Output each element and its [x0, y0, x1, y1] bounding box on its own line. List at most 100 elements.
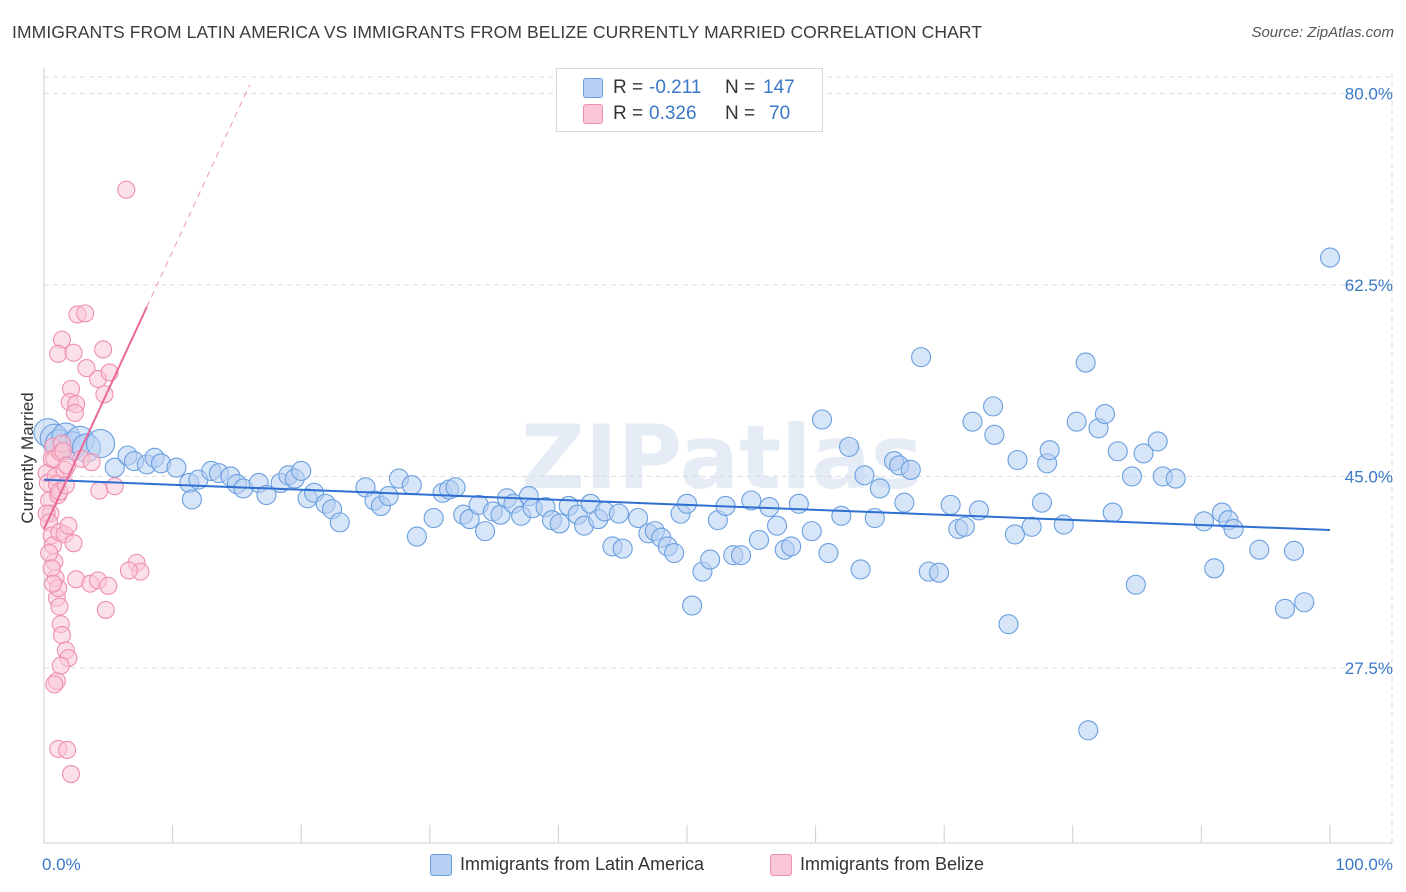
belize-point-63 [119, 561, 138, 580]
n-value: 147 [763, 77, 795, 98]
chart-title: IMMIGRANTS FROM LATIN AMERICA VS IMMIGRA… [12, 22, 983, 42]
latin-america-point-68 [628, 507, 649, 529]
belize-point-25 [50, 597, 69, 616]
latin-america-point-16 [181, 489, 202, 510]
latin-america-point-88 [781, 536, 802, 557]
latin-america-point-101 [894, 492, 915, 513]
r-value: -0.211 [649, 77, 702, 98]
watermark: ZIPatlas [521, 406, 923, 509]
n-label: N = [725, 103, 756, 124]
belize-point-68 [96, 600, 115, 619]
y-tick-label-0: 27.5% [1345, 659, 1393, 678]
latin-america-point-86 [766, 515, 788, 536]
latin-america-point-143 [1319, 247, 1341, 268]
belize-point-69 [117, 180, 136, 199]
latin-america-point-96 [854, 465, 875, 486]
stats-legend: R = -0.211 N = 147 R = 0.326 N = 70 [556, 68, 823, 132]
latin-america-point-129 [1125, 574, 1146, 595]
legend-label: Immigrants from Belize [800, 854, 985, 874]
belize-point-42 [64, 534, 83, 553]
latin-america-point-106 [940, 494, 961, 515]
latin-america-point-112 [984, 424, 1005, 445]
series-legend: Immigrants from Latin America Immigrants… [0, 850, 1406, 880]
latin-america-point-134 [1193, 511, 1215, 532]
r-value: 0.326 [649, 103, 697, 124]
belize-point-50 [94, 340, 113, 359]
latin-america-point-115 [1007, 449, 1028, 471]
belize-point-15 [56, 476, 75, 495]
belize-point-27 [40, 543, 59, 563]
trend-line-latin-america [43, 478, 1331, 532]
latin-america-point-127 [1107, 441, 1128, 462]
latin-america-point-122 [1075, 352, 1096, 373]
latin-america-point-141 [1283, 540, 1305, 561]
latin-america-point-105 [929, 562, 950, 583]
latin-america-point-92 [818, 542, 839, 564]
series-latin-america [33, 247, 1341, 741]
latin-america-point-130 [1133, 443, 1154, 464]
latin-america-point-135 [1204, 558, 1225, 579]
latin-america-point-33 [329, 512, 350, 533]
x-tick-label-1: 100.0% [1335, 855, 1393, 874]
trend-line-belize-extension [146, 84, 251, 308]
latin-america-point-126 [1102, 502, 1123, 523]
belize-point-56 [65, 403, 84, 422]
belize-point-41 [59, 516, 78, 535]
n-value: 70 [769, 103, 791, 124]
legend-label: Immigrants from Latin America [460, 854, 705, 874]
latin-america-point-110 [968, 500, 989, 521]
latin-america-point-7 [86, 429, 116, 459]
belize-point-38 [61, 765, 81, 784]
latin-america-point-98 [869, 478, 890, 499]
latin-america-point-108 [954, 516, 975, 537]
latin-america-point-58 [549, 513, 570, 534]
latin-america-point-142 [1294, 592, 1315, 613]
latin-america-point-14 [166, 457, 187, 478]
latin-america-point-39 [401, 475, 422, 496]
latin-america-point-66 [608, 503, 629, 524]
latin-america-point-131 [1147, 431, 1168, 452]
belize-point-67 [99, 576, 118, 595]
latin-america-point-48 [475, 521, 496, 542]
latin-america-point-93 [831, 505, 852, 526]
latin-america-point-90 [801, 521, 822, 542]
latin-america-point-94 [838, 436, 860, 457]
trend-line-belize [43, 306, 148, 530]
y-axis-label: Currently Married [18, 392, 37, 523]
latin-america-point-44 [445, 477, 466, 498]
source-credit: Source: ZipAtlas.com [1251, 24, 1394, 41]
latin-america-point-138 [1223, 518, 1244, 539]
latin-america-point-76 [682, 595, 703, 616]
latin-america-point-140 [1274, 598, 1296, 619]
latin-america-point-91 [811, 409, 833, 430]
latin-america-point-24 [256, 484, 277, 506]
r-label: R = [613, 77, 644, 98]
y-tick-label-3: 80.0% [1345, 84, 1393, 103]
belize-point-47 [76, 304, 95, 323]
latin-america-point-8 [104, 457, 125, 478]
belize-point-28 [42, 559, 61, 578]
latin-america-point-121 [1066, 411, 1087, 432]
latin-america-point-37 [378, 486, 399, 507]
legend-swatch-pink [770, 854, 792, 876]
latin-america-point-120 [1053, 514, 1074, 535]
latin-america-point-133 [1165, 468, 1186, 489]
latin-america-point-82 [730, 545, 752, 566]
latin-america-point-116 [1021, 516, 1042, 537]
latin-america-point-46 [459, 509, 480, 530]
latin-america-point-128 [1121, 466, 1143, 487]
latin-america-point-41 [423, 507, 444, 529]
y-tick-label-1: 45.0% [1345, 467, 1393, 486]
belize-point-60 [105, 477, 124, 496]
latin-america-point-73 [664, 542, 685, 564]
latin-america-point-40 [406, 526, 427, 547]
n-label: N = [725, 77, 756, 98]
belize-point-31 [52, 626, 72, 645]
latin-america-point-109 [962, 411, 983, 432]
grid-lines [44, 73, 1393, 843]
belize-point-44 [49, 344, 68, 363]
latin-america-point-139 [1249, 539, 1270, 560]
latin-america-point-28 [291, 460, 312, 481]
latin-america-point-102 [900, 459, 921, 480]
